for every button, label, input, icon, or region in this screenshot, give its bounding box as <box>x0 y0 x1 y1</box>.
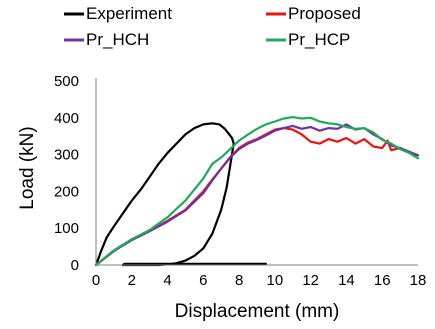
series-line-experiment <box>94 122 267 267</box>
x-tick-label: 8 <box>235 272 243 289</box>
y-tick-label: 100 <box>54 220 79 237</box>
y-axis-title: Load (kN) <box>17 126 38 209</box>
x-tick-label: 6 <box>199 272 207 289</box>
x-tick-label: 18 <box>410 272 427 289</box>
legend-label-proposed: Proposed <box>288 4 361 23</box>
y-tick-label: 300 <box>54 147 79 164</box>
series-layer <box>94 115 420 267</box>
y-tick-label: 200 <box>54 183 79 200</box>
x-tick-label: 14 <box>338 272 355 289</box>
x-tick-label: 10 <box>267 272 284 289</box>
y-tick-label: 500 <box>54 73 79 90</box>
x-tick-label: 16 <box>374 272 391 289</box>
axes-layer: 0 2 4 6 8 10 12 14 16 18 0 100 200 300 400 500 <box>54 73 426 289</box>
y-tick-label: 0 <box>71 257 79 274</box>
series-line-pr-hch <box>94 123 420 267</box>
y-tick-label: 400 <box>54 110 79 127</box>
legend-label-pr-hch: Pr_HCH <box>86 30 149 49</box>
x-tick-label: 4 <box>163 272 171 289</box>
legend: Experiment Proposed Pr_HCH Pr_HCP <box>64 4 361 49</box>
x-tick-label: 12 <box>302 272 319 289</box>
series-line-pr-hcp <box>94 115 420 267</box>
series-line-proposed <box>94 127 420 267</box>
x-tick-label: 2 <box>128 272 136 289</box>
legend-label-pr-hcp: Pr_HCP <box>288 30 350 49</box>
legend-label-experiment: Experiment <box>86 4 172 23</box>
x-tick-label: 0 <box>92 272 100 289</box>
x-axis-title: Displacement (mm) <box>175 301 340 322</box>
